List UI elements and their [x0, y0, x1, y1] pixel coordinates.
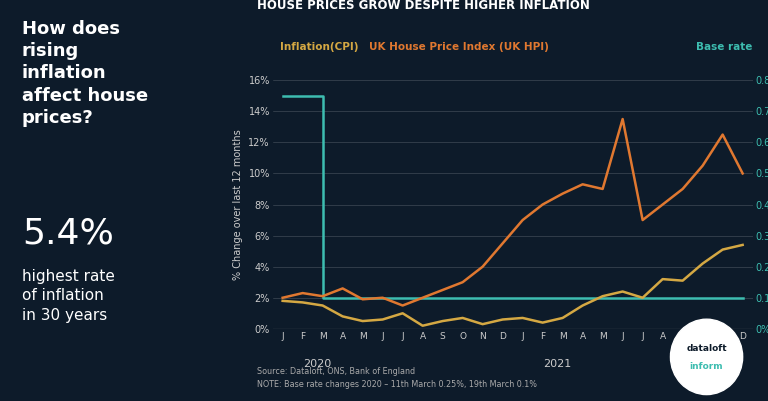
Text: Base rate: Base rate: [697, 42, 753, 52]
Text: dataloft: dataloft: [687, 344, 727, 353]
Text: 2020: 2020: [303, 358, 331, 369]
Text: How does
rising
inflation
affect house
prices?: How does rising inflation affect house p…: [22, 20, 148, 127]
Text: Inflation(CPI): Inflation(CPI): [280, 42, 359, 52]
Text: 5.4%: 5.4%: [22, 217, 114, 251]
Text: Source: Dataloft, ONS, Bank of England
NOTE: Base rate changes 2020 – 11th March: Source: Dataloft, ONS, Bank of England N…: [257, 367, 538, 389]
Text: inform: inform: [690, 362, 723, 371]
Y-axis label: % Change over last 12 months: % Change over last 12 months: [233, 129, 243, 280]
Text: 2021: 2021: [543, 358, 571, 369]
Text: HOUSE PRICES GROW DESPITE HIGHER INFLATION: HOUSE PRICES GROW DESPITE HIGHER INFLATI…: [257, 0, 590, 12]
Text: highest rate
of inflation
in 30 years: highest rate of inflation in 30 years: [22, 269, 114, 323]
Circle shape: [670, 319, 743, 395]
Text: UK House Price Index (UK HPI): UK House Price Index (UK HPI): [369, 42, 548, 52]
